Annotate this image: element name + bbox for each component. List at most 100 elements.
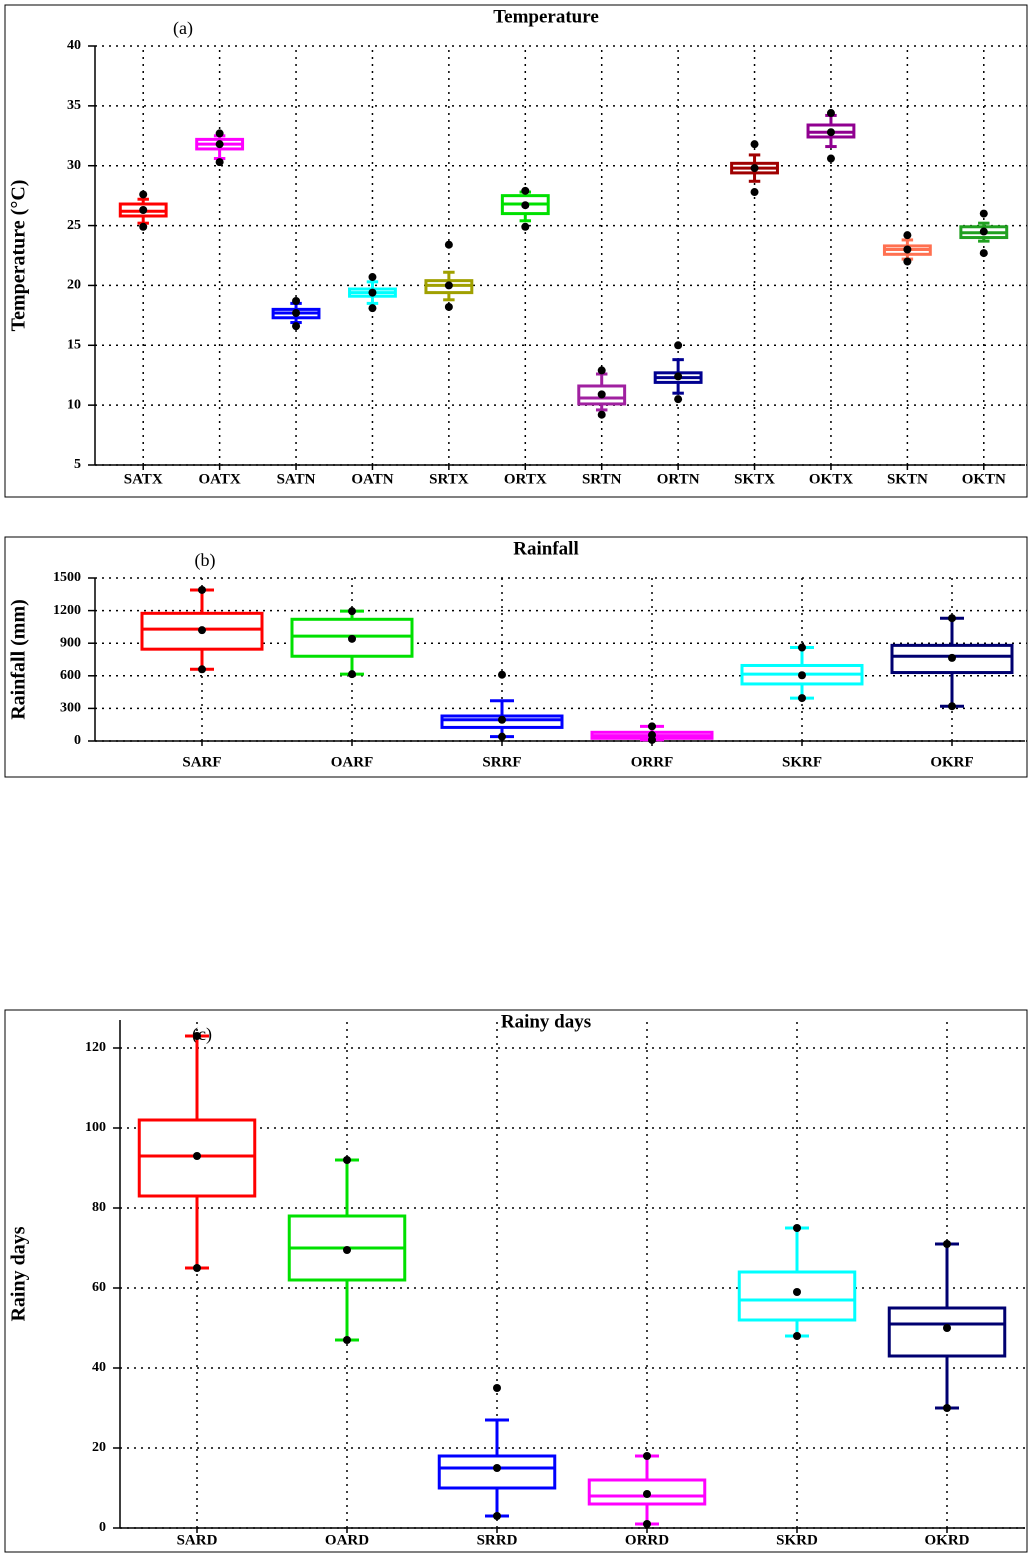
mean-point	[493, 1464, 501, 1472]
min-point	[674, 395, 683, 404]
panel-frame	[4, 1009, 1028, 1553]
max-point	[292, 296, 301, 305]
max-point	[793, 1224, 801, 1232]
panel-label: (a)	[173, 18, 193, 39]
min-point	[292, 322, 301, 331]
min-point	[348, 670, 356, 679]
x-tick-label: ORRD	[625, 1532, 669, 1548]
y-tick-label: 100	[85, 1120, 106, 1135]
min-point	[826, 154, 835, 163]
mean-point	[648, 731, 656, 740]
min-point	[368, 304, 377, 313]
mean-point	[343, 1246, 351, 1254]
max-point	[198, 585, 206, 594]
max-point	[943, 1240, 951, 1248]
max-point	[193, 1032, 201, 1040]
min-point	[750, 188, 759, 197]
max-point	[750, 140, 759, 149]
y-axis-label: Temperature (°C)	[8, 180, 30, 332]
min-point	[643, 1520, 651, 1528]
x-tick-label: SRTX	[429, 471, 469, 487]
y-tick-label: 600	[60, 668, 81, 683]
mean-point	[643, 1490, 651, 1498]
mean-point	[826, 128, 835, 137]
x-tick-label: OKRF	[930, 754, 973, 770]
mean-point	[793, 1288, 801, 1296]
min-point	[948, 702, 956, 711]
x-tick-label: SKTN	[887, 471, 928, 487]
x-tick-label: SKRF	[782, 754, 822, 770]
max-point	[903, 231, 912, 240]
x-tick-label: SATN	[277, 471, 316, 487]
y-tick-label: 15	[67, 338, 81, 353]
min-point	[597, 410, 606, 419]
min-point	[521, 222, 530, 231]
y-tick-label: 20	[67, 278, 81, 293]
y-tick-label: 10	[67, 397, 81, 412]
x-tick-label: SRTN	[582, 471, 622, 487]
box	[737, 1270, 857, 1322]
x-tick-label: SKRD	[776, 1532, 818, 1548]
y-tick-label: 40	[67, 38, 81, 53]
x-tick-label: ORRF	[631, 754, 674, 770]
x-tick-label: OKTN	[962, 471, 1006, 487]
mean-point	[597, 390, 606, 399]
y-tick-label: 30	[67, 158, 81, 173]
mean-point	[368, 288, 377, 297]
mean-point	[444, 281, 453, 290]
min-point	[798, 694, 806, 703]
min-point	[343, 1336, 351, 1344]
x-tick-label: OATN	[351, 471, 393, 487]
mean-point	[521, 201, 530, 210]
y-tick-label: 900	[60, 635, 81, 650]
mean-point	[979, 227, 988, 236]
x-tick-label: SRRF	[482, 754, 521, 770]
min-point	[498, 732, 506, 741]
mean-point	[348, 634, 356, 643]
y-tick-label: 40	[92, 1360, 106, 1375]
y-axis-label: Rainfall (mm)	[8, 599, 30, 720]
x-tick-label: OARD	[325, 1532, 369, 1548]
mean-point	[750, 164, 759, 173]
max-point	[597, 366, 606, 375]
mean-point	[139, 206, 148, 215]
box	[890, 643, 1014, 675]
y-tick-label: 25	[67, 218, 81, 233]
max-point	[215, 129, 224, 138]
panel-label: (b)	[195, 550, 216, 571]
x-tick-label: OARF	[331, 754, 374, 770]
mean-point	[903, 245, 912, 254]
y-tick-label: 20	[92, 1440, 106, 1455]
y-tick-label: 60	[92, 1280, 106, 1295]
min-point	[979, 249, 988, 258]
max-point	[521, 186, 530, 195]
chart-title: Rainfall	[513, 538, 578, 559]
y-tick-label: 5	[74, 457, 81, 472]
mean-point	[498, 715, 506, 724]
x-tick-label: OKRD	[925, 1532, 970, 1548]
panel-frame	[4, 536, 1028, 778]
panel-frame	[4, 4, 1028, 498]
max-point	[368, 273, 377, 282]
min-point	[444, 302, 453, 311]
x-tick-label: ORTX	[504, 471, 547, 487]
mean-point	[215, 140, 224, 149]
y-tick-label: 35	[67, 98, 81, 113]
min-point	[793, 1332, 801, 1340]
max-point	[826, 109, 835, 118]
max-point	[643, 1452, 651, 1460]
min-point	[215, 158, 224, 167]
mean-point	[948, 653, 956, 662]
y-tick-label: 80	[92, 1200, 106, 1215]
max-point	[948, 614, 956, 623]
min-point	[193, 1264, 201, 1272]
x-tick-label: SARD	[177, 1532, 218, 1548]
min-point	[139, 222, 148, 231]
x-tick-label: ORTN	[657, 471, 700, 487]
max-point	[648, 722, 656, 731]
max-point	[674, 341, 683, 350]
y-tick-label: 300	[60, 701, 81, 716]
min-point	[198, 665, 206, 674]
min-point	[943, 1404, 951, 1412]
